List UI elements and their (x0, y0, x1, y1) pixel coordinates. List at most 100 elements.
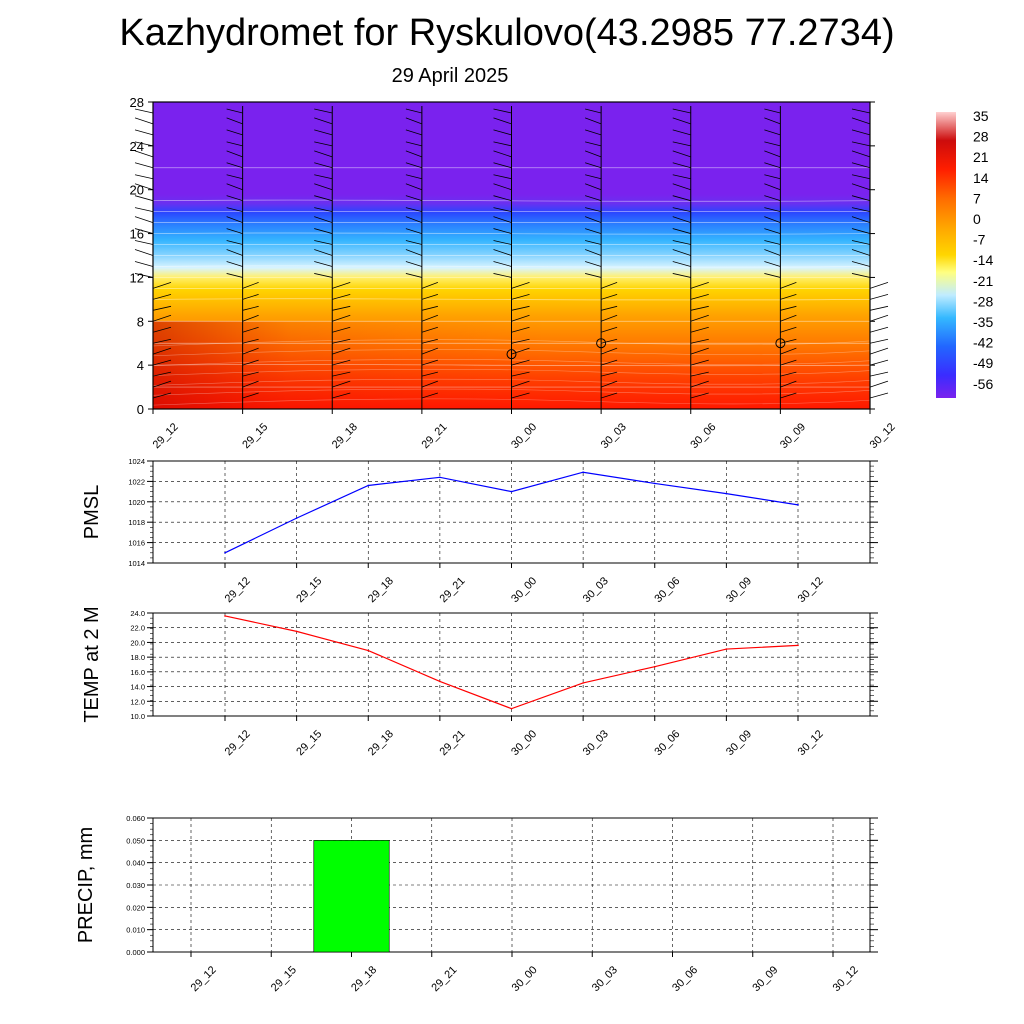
wind-barb (584, 216, 602, 223)
x-tick-label: 30_00 (510, 964, 540, 994)
y-tick-label: 0.020 (126, 903, 145, 912)
section-y-tick-label: 4 (137, 358, 144, 373)
y-axis-label: TEMP at 2 M (81, 606, 103, 722)
wind-barb (314, 174, 333, 180)
x-tick-label: 29_12 (223, 728, 253, 758)
contour-line (152, 349, 871, 357)
section-y-tick-label: 16 (130, 227, 144, 242)
wind-barb (332, 326, 351, 333)
wind-barb (851, 216, 871, 223)
data-point (797, 644, 799, 647)
wind-barb (405, 261, 422, 267)
wind-barb (764, 240, 781, 245)
wind-barb (764, 261, 781, 267)
contour-line (152, 398, 871, 406)
wind-barb (672, 108, 691, 114)
wind-barb (226, 162, 243, 169)
x-tick-label: 30_06 (652, 728, 682, 758)
x-tick-label: 29_12 (223, 575, 253, 605)
wind-barb (314, 240, 333, 245)
x-tick-label: 29_21 (438, 728, 468, 758)
wind-barb (600, 347, 618, 355)
wind-barb (493, 162, 512, 169)
wind-barb (421, 371, 438, 377)
wind-barb (405, 108, 422, 114)
wind-barb (869, 326, 889, 333)
wind-barb (780, 293, 797, 300)
wind-barb (780, 338, 797, 344)
wind-barb (764, 183, 781, 191)
wind-barb (134, 183, 154, 191)
wind-barb (405, 141, 422, 147)
wind-barb (134, 117, 154, 125)
wind-barb (672, 117, 691, 125)
wind-barb (152, 326, 172, 333)
wind-barb (672, 174, 691, 180)
wind-barb (134, 228, 154, 234)
page-title: Kazhydromet for Ryskulovo(43.2985 77.273… (119, 12, 895, 54)
wind-barb (851, 108, 871, 114)
wind-barb (511, 338, 530, 344)
wind-barb (421, 380, 439, 388)
colorbar-label: 7 (973, 190, 981, 206)
wind-barb (585, 261, 602, 267)
wind-barb (332, 282, 351, 289)
wind-barb (672, 150, 691, 158)
data-point (439, 680, 441, 683)
wind-barb (780, 371, 797, 377)
wind-barb (314, 273, 333, 278)
wind-barb (405, 162, 422, 169)
contour-line (152, 378, 871, 386)
wind-barb (314, 108, 333, 114)
wind-barb (314, 207, 333, 213)
section-x-tick-label: 29_15 (240, 421, 270, 451)
y-tick-label: 16.0 (130, 668, 145, 677)
wind-barb (764, 129, 781, 136)
wind-barb (601, 359, 618, 366)
wind-barb (764, 249, 781, 256)
wind-barb (226, 207, 243, 213)
x-tick-label: 30_12 (796, 728, 826, 758)
wind-barb (226, 183, 243, 191)
wind-barb (672, 162, 691, 169)
wind-barb (134, 207, 154, 213)
wind-barb (405, 183, 423, 191)
contour-line (152, 368, 871, 376)
wind-barb (242, 282, 259, 289)
data-point (295, 630, 298, 633)
wind-barb (134, 129, 154, 136)
colorbar-label: -28 (973, 293, 993, 309)
wind-barb (764, 195, 781, 202)
wind-barb (332, 380, 351, 388)
colorbar-label: 28 (973, 129, 989, 145)
wind-barb (493, 150, 512, 158)
contour-line (152, 232, 871, 235)
data-point (797, 504, 799, 506)
wind-barb (314, 216, 333, 223)
wind-barb (421, 347, 439, 355)
wind-barb (314, 117, 333, 125)
x-tick-label: 30_03 (581, 728, 611, 758)
wind-barb (493, 129, 512, 136)
y-tick-label: 20.0 (130, 638, 145, 647)
section-x-tick-label: 29_21 (420, 421, 450, 451)
colorbar-gradient (936, 112, 956, 398)
wind-barb (600, 314, 618, 322)
wind-barb (764, 273, 781, 278)
wind-barb (780, 392, 797, 399)
wind-barb (511, 392, 530, 399)
wind-barb (314, 183, 333, 191)
contour-line (152, 386, 871, 388)
wind-barb (493, 207, 512, 213)
wind-barb (585, 228, 602, 234)
wind-barb (493, 183, 512, 191)
wind-barb (780, 305, 797, 311)
x-tick-label: 30_03 (581, 575, 611, 605)
wind-barb (690, 371, 709, 377)
wind-barb (690, 380, 709, 388)
y-tick-label: 1020 (128, 498, 145, 507)
wind-barb (332, 305, 351, 311)
wind-barb (869, 314, 889, 322)
colorbar-label: 21 (973, 149, 989, 165)
wind-barb (585, 129, 602, 136)
